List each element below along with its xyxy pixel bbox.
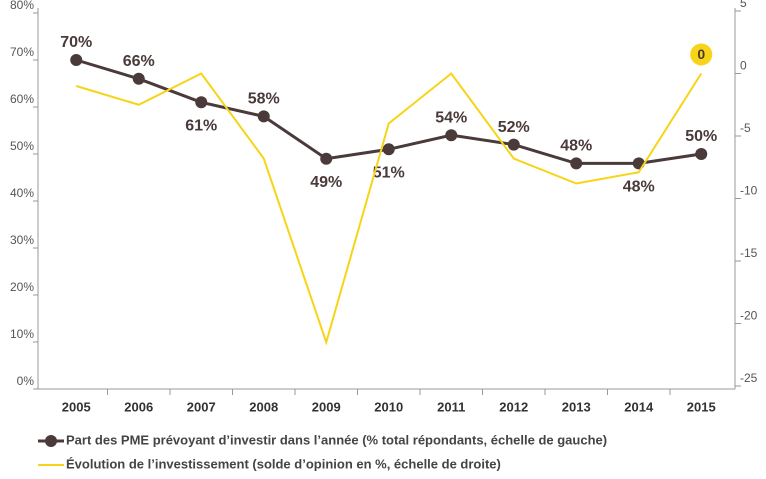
point	[132, 72, 145, 85]
y-tick-label: 70%	[10, 45, 34, 59]
data-label: 48%	[560, 138, 592, 155]
data-label: 51%	[373, 165, 405, 182]
data-label: 58%	[248, 91, 280, 108]
data-label: 0	[697, 46, 705, 62]
data-label: 48%	[623, 179, 655, 196]
data-label: 61%	[185, 118, 217, 135]
y-tick-label: 40%	[10, 186, 34, 200]
point	[507, 138, 520, 151]
y-tick-label: 30%	[10, 233, 34, 247]
x-tick-label: 2013	[562, 399, 591, 414]
point	[320, 152, 333, 165]
y2-tick-label: 5	[740, 0, 747, 10]
label-badge	[690, 43, 713, 66]
y2-tick-label: -20	[740, 309, 758, 323]
legend-marker	[45, 435, 57, 447]
point	[632, 157, 645, 170]
x-tick-label: 2008	[249, 399, 278, 414]
data-label: 54%	[435, 109, 467, 126]
y-tick-label: 60%	[10, 92, 34, 106]
y-tick-label: 50%	[10, 139, 34, 153]
legend-label: Part des PME prévoyant d’investir dans l…	[66, 432, 607, 447]
data-label: 66%	[123, 53, 155, 70]
data-label: 49%	[310, 174, 342, 191]
y2-tick-label: -15	[740, 246, 758, 260]
y2-tick-label: -10	[740, 184, 758, 198]
x-tick-label: 2012	[499, 399, 528, 414]
x-tick-label: 2015	[687, 399, 716, 414]
point	[257, 110, 270, 123]
x-tick-label: 2014	[624, 399, 654, 414]
y-tick-label: 80%	[10, 0, 34, 12]
series-line	[75, 72, 703, 346]
x-tick-label: 2011	[437, 399, 465, 414]
y-tick-label: 10%	[10, 327, 34, 341]
x-tick-label: 2009	[312, 399, 341, 414]
x-tick-label: 2007	[187, 399, 216, 414]
point	[445, 129, 458, 142]
point	[382, 143, 395, 156]
point	[695, 148, 708, 160]
y2-tick-label: 0	[740, 59, 747, 73]
data-label: 52%	[498, 119, 530, 136]
point	[195, 96, 208, 109]
y-tick-label: 0%	[17, 374, 35, 388]
point	[70, 54, 83, 66]
data-label: 70%	[60, 34, 92, 51]
x-tick-label: 2005	[62, 399, 91, 414]
y-tick-label: 20%	[10, 280, 34, 294]
x-tick-label: 2006	[124, 399, 153, 414]
y2-tick-label: -25	[740, 371, 758, 385]
y2-tick-label: -5	[740, 121, 751, 135]
x-tick-label: 2010	[374, 399, 403, 414]
data-label: 50%	[685, 128, 717, 145]
legend-label: Évolution de l’investissement (solde d’o…	[66, 456, 501, 471]
point	[570, 157, 583, 170]
